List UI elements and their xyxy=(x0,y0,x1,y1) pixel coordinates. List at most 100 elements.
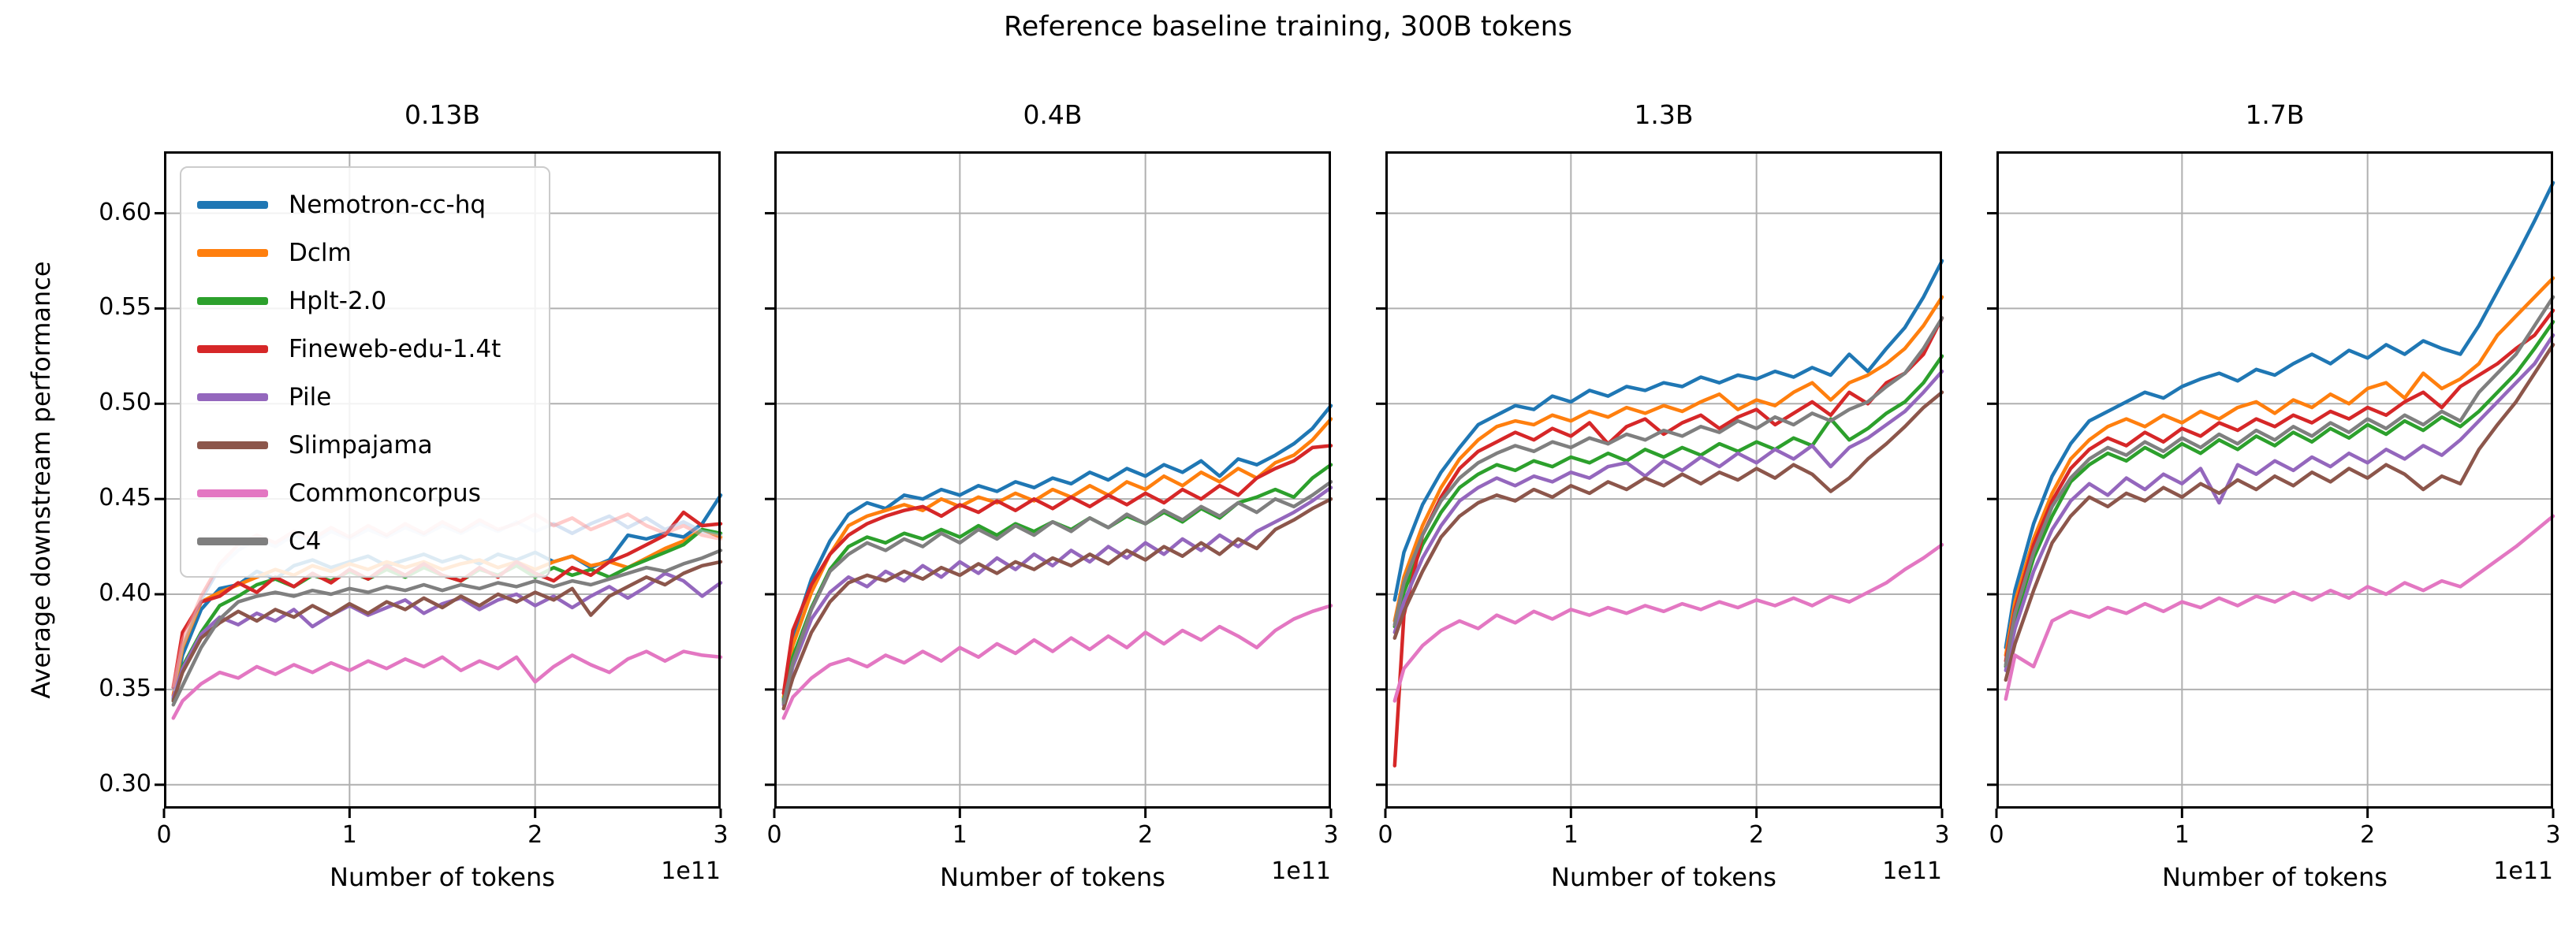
legend-label: Commoncorpus xyxy=(289,478,481,508)
plot-svg xyxy=(1987,151,2555,818)
series-line-Nemotron-cc-hq xyxy=(1392,258,1944,602)
x-axis-offset-label: 1e11 xyxy=(2493,857,2553,885)
series-line-Pile xyxy=(171,571,723,699)
x-axis-label: Number of tokens xyxy=(330,862,555,892)
series-line-Dclm xyxy=(781,417,1333,699)
legend-item-C4: C4 xyxy=(197,517,533,565)
axes-spines xyxy=(1996,151,2553,809)
x-tick-label: 2 xyxy=(528,821,543,849)
x-tick-label: 3 xyxy=(713,821,729,849)
legend-item-Fineweb-edu-1.4t: Fineweb-edu-1.4t xyxy=(197,325,533,373)
x-tick-label: 3 xyxy=(1323,821,1339,849)
y-tick-label: 0.60 xyxy=(99,198,151,226)
x-tick-label: 3 xyxy=(1934,821,1950,849)
series-line-Commoncorpus xyxy=(171,649,723,720)
series-line-Hplt-2.0 xyxy=(1392,354,1944,629)
plot-area-1.7B xyxy=(1987,151,2555,818)
series-line-Dclm xyxy=(2004,276,2555,657)
x-axis-label: Number of tokens xyxy=(1551,862,1776,892)
subplot-title: 0.4B xyxy=(1023,99,1083,130)
series-line-Slimpajama xyxy=(781,496,1333,711)
series-line-Nemotron-cc-hq xyxy=(2004,180,2555,649)
axes-spines xyxy=(164,151,721,809)
y-tick-label: 0.55 xyxy=(99,293,151,322)
y-tick-label: 0.40 xyxy=(99,579,151,608)
series-line-Slimpajama xyxy=(171,560,723,703)
x-axis-label: Number of tokens xyxy=(940,862,1165,892)
series-line-Nemotron-cc-hq xyxy=(781,403,1333,701)
legend-swatch-icon xyxy=(197,248,268,257)
series-line-C4 xyxy=(1392,316,1944,627)
legend-label: Fineweb-edu-1.4t xyxy=(289,334,501,363)
series-line-Slimpajama xyxy=(1392,390,1944,640)
series-line-C4 xyxy=(2004,295,2555,667)
x-tick-label: 1 xyxy=(1563,821,1579,849)
legend-item-Hplt-2.0: Hplt-2.0 xyxy=(197,277,533,325)
series-line-Commoncorpus xyxy=(2004,514,2555,701)
x-tick-label: 0 xyxy=(1377,821,1393,849)
y-tick-label: 0.35 xyxy=(99,674,151,702)
y-tick-label: 0.50 xyxy=(99,389,151,417)
legend-item-Commoncorpus: Commoncorpus xyxy=(197,469,533,517)
legend-label: Nemotron-cc-hq xyxy=(289,190,486,219)
x-tick-label: 0 xyxy=(1989,821,2004,849)
x-tick-label: 1 xyxy=(952,821,967,849)
subplot-title: 1.3B xyxy=(1634,99,1694,130)
legend-swatch-icon xyxy=(197,392,268,401)
subplot-title: 1.7B xyxy=(2245,99,2305,130)
series-line-C4 xyxy=(171,549,723,707)
series-line-Commoncorpus xyxy=(1392,542,1944,703)
legend-label: C4 xyxy=(289,526,322,556)
legend-swatch-icon xyxy=(197,200,268,209)
series-line-Hplt-2.0 xyxy=(2004,320,2555,669)
y-axis-label: Average downstream performance xyxy=(26,261,56,699)
x-tick-label: 2 xyxy=(2360,821,2376,849)
x-tick-label: 2 xyxy=(1138,821,1154,849)
x-axis-label: Number of tokens xyxy=(2162,862,2388,892)
legend-swatch-icon xyxy=(197,489,268,497)
axes-spines xyxy=(774,151,1331,809)
legend-swatch-icon xyxy=(197,344,268,353)
legend-label: Slimpajama xyxy=(289,430,433,459)
series-line-Dclm xyxy=(1392,295,1944,623)
subplot-title: 0.13B xyxy=(404,99,481,130)
x-axis-offset-label: 1e11 xyxy=(661,857,721,885)
series-line-C4 xyxy=(781,480,1333,705)
legend-item-Pile: Pile xyxy=(197,373,533,421)
legend-swatch-icon xyxy=(197,537,268,545)
series-line-Fineweb-edu-1.4t xyxy=(1392,316,1944,768)
legend-swatch-icon xyxy=(197,441,268,449)
series-line-Pile xyxy=(1392,369,1944,634)
series-line-Fineweb-edu-1.4t xyxy=(2004,308,2555,663)
legend-label: Dclm xyxy=(289,238,352,267)
legend-swatch-icon xyxy=(197,296,268,305)
figure-title: Reference baseline training, 300B tokens xyxy=(1004,11,1572,43)
plot-svg xyxy=(1376,151,1944,818)
x-tick-label: 0 xyxy=(156,821,172,849)
series-line-Pile xyxy=(781,485,1333,707)
x-axis-offset-label: 1e11 xyxy=(1882,857,1942,885)
legend-item-Slimpajama: Slimpajama xyxy=(197,421,533,469)
legend: Nemotron-cc-hq Dclm Hplt-2.0 Fineweb-edu-1.… xyxy=(180,166,550,578)
legend-label: Pile xyxy=(289,382,332,411)
x-axis-offset-label: 1e11 xyxy=(1271,857,1331,885)
x-tick-label: 2 xyxy=(1749,821,1765,849)
plot-area-0.4B xyxy=(765,151,1333,818)
x-tick-label: 1 xyxy=(2174,821,2190,849)
axes-spines xyxy=(1385,151,1942,809)
x-tick-label: 1 xyxy=(341,821,357,849)
legend-item-Dclm: Dclm xyxy=(197,229,533,277)
plot-svg xyxy=(765,151,1333,818)
plot-area-1.3B xyxy=(1376,151,1944,818)
series-line-Slimpajama xyxy=(2004,343,2555,682)
legend-label: Hplt-2.0 xyxy=(289,286,387,315)
series-line-Fineweb-edu-1.4t xyxy=(781,444,1333,695)
series-line-Commoncorpus xyxy=(781,604,1333,720)
x-tick-label: 0 xyxy=(766,821,782,849)
legend-item-Nemotron-cc-hq: Nemotron-cc-hq xyxy=(197,180,533,229)
y-tick-label: 0.30 xyxy=(99,769,151,798)
y-tick-label: 0.45 xyxy=(99,484,151,512)
series-line-Pile xyxy=(2004,333,2555,672)
x-tick-label: 3 xyxy=(2545,821,2561,849)
